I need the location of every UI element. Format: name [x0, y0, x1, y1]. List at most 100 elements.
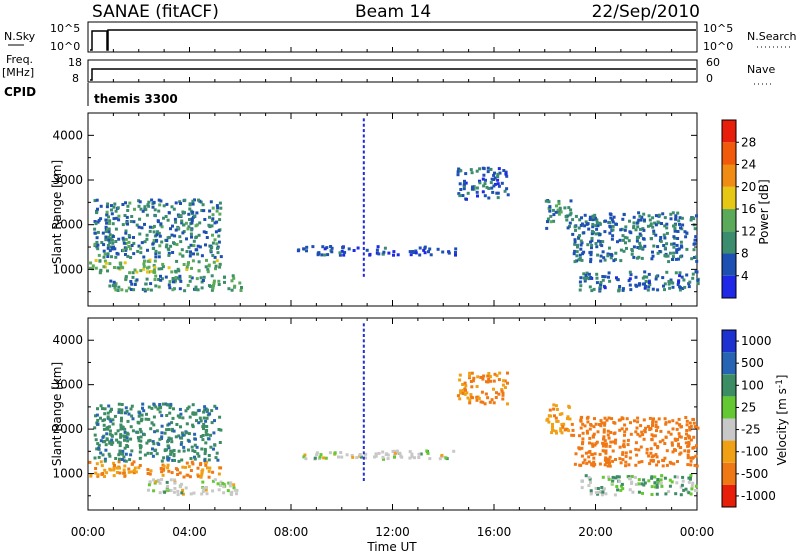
power-cell [566, 226, 570, 230]
power-cell [202, 209, 206, 213]
velocity-cell [137, 439, 141, 443]
velocity-cell [639, 445, 643, 449]
power-cell [648, 283, 652, 287]
velocity-cell [120, 411, 124, 415]
velocity-cell [593, 452, 597, 456]
velocity-cell [687, 476, 691, 480]
power-cell [121, 266, 125, 270]
velocity-cell [180, 458, 184, 462]
velocity-cell [583, 424, 587, 428]
power-cell [362, 139, 365, 143]
power-cell [461, 194, 465, 197]
power-cell [124, 253, 127, 256]
velocity-panel-frame [87, 317, 698, 511]
power-cell [213, 221, 217, 225]
power-cell [600, 244, 604, 248]
velocity-cell [601, 490, 605, 494]
power-cell [117, 214, 121, 218]
velocity-cell [621, 451, 625, 455]
velocity-cell [588, 427, 592, 431]
power-cell [595, 227, 599, 231]
velocity-cell [315, 453, 319, 457]
power-cell [110, 238, 114, 242]
power-cell [664, 254, 668, 258]
power-cell [158, 244, 162, 248]
power-cell [650, 257, 654, 261]
velocity-cell [152, 442, 156, 446]
velocity-cell [659, 478, 663, 482]
velocity-cell [464, 388, 467, 392]
power-cell [665, 242, 669, 246]
power-cell [128, 201, 132, 205]
velocity-cell [588, 441, 591, 445]
power-cell [115, 216, 119, 220]
power-cell [362, 134, 365, 138]
power-cell [573, 260, 577, 264]
velocity-cell [587, 450, 591, 454]
power-cell [667, 282, 671, 286]
power-cell [678, 286, 682, 290]
velocity-cell [96, 407, 99, 411]
power-cell [362, 182, 365, 186]
velocity-cell [172, 449, 176, 452]
velocity-cell [587, 484, 591, 487]
power-cell [612, 259, 616, 263]
power-cell [154, 214, 157, 218]
power-cell [133, 268, 137, 272]
power-cell [112, 283, 116, 287]
power-cell [619, 259, 623, 263]
velocity-cell [148, 472, 152, 476]
power-cell [126, 204, 130, 208]
velocity-cell [157, 478, 161, 482]
velocity-cell [102, 423, 106, 427]
velocity-cell [548, 408, 552, 412]
power-cell [693, 256, 696, 259]
power-cell [659, 239, 663, 243]
velocity-cell [640, 482, 644, 486]
power-cell [362, 188, 365, 192]
power-cell [615, 222, 618, 226]
power-cell [170, 233, 174, 237]
power-cell [131, 275, 135, 279]
power-cell [96, 220, 100, 224]
velocity-cell [181, 433, 185, 437]
velocity-cell [114, 432, 118, 436]
velocity-cell [166, 440, 170, 444]
power-cell [598, 222, 602, 226]
power-cell [584, 273, 588, 277]
power-cell [110, 212, 114, 216]
velocity-cell [101, 472, 105, 475]
velocity-cell [211, 489, 215, 493]
power-cell [177, 277, 181, 281]
power-cell [502, 169, 506, 172]
power-cell [611, 234, 615, 238]
velocity-cell [550, 431, 554, 435]
velocity-cell [682, 488, 686, 492]
velocity-cell [633, 419, 636, 423]
velocity-cell [137, 414, 141, 418]
power-cell [447, 251, 451, 255]
power-cell [106, 269, 109, 273]
power-cell [146, 266, 149, 270]
velocity-cell [601, 441, 605, 445]
power-cell [677, 257, 680, 261]
velocity-cell [191, 423, 195, 427]
velocity-cell [558, 412, 562, 416]
velocity-cell [217, 472, 221, 476]
velocity-colorbar-segment [722, 352, 736, 375]
velocity-cell [219, 466, 223, 470]
velocity-cell [184, 486, 188, 490]
power-cell [148, 229, 152, 233]
power-cell [338, 253, 342, 257]
power-cell [338, 251, 342, 255]
velocity-cell [688, 435, 691, 439]
velocity-cell [185, 422, 189, 426]
power-cell [89, 261, 93, 265]
power-cell [486, 166, 490, 170]
power-cell [497, 167, 501, 171]
x-tick-label: 08:00 [274, 525, 309, 539]
radar-title: SANAE (fitACF) [92, 2, 219, 22]
velocity-cell [607, 477, 611, 481]
power-cell [587, 272, 591, 276]
velocity-cell [651, 419, 655, 423]
